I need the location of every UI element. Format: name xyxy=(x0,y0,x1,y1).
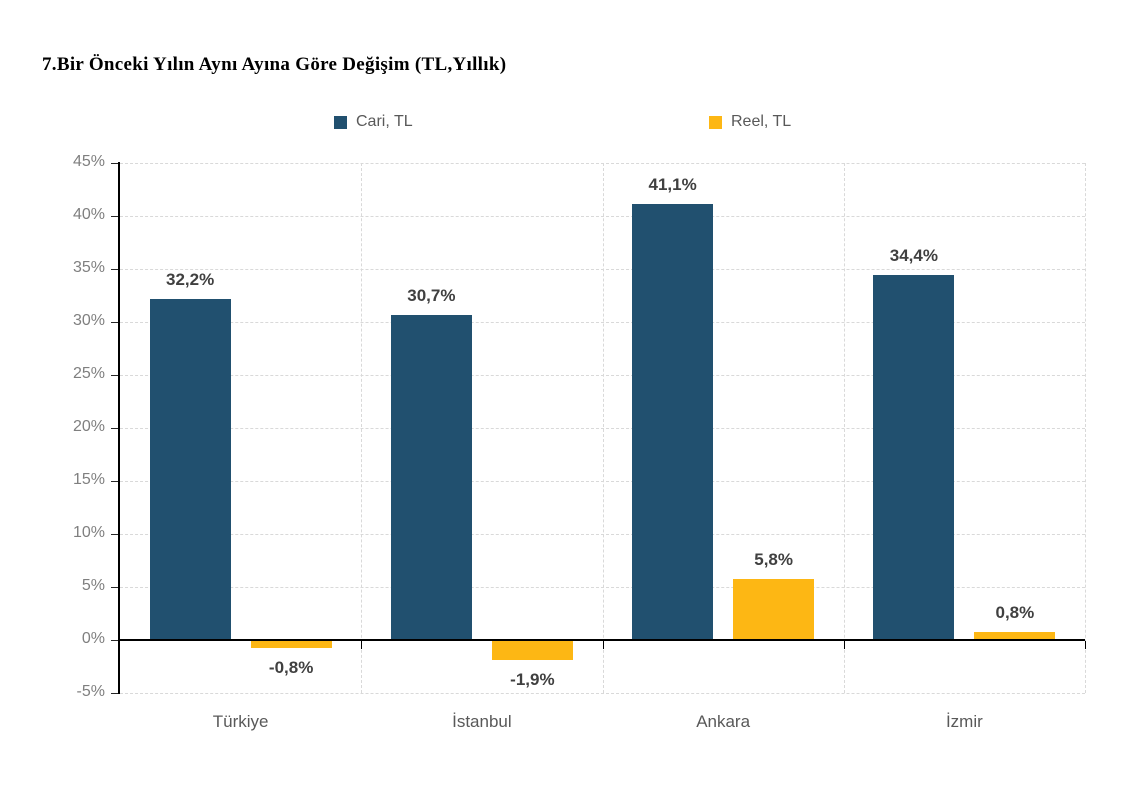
zero-axis-line xyxy=(120,639,1085,641)
y-tick-label: 35% xyxy=(72,259,105,276)
bar-reel xyxy=(250,640,332,649)
bar-value-label: -1,9% xyxy=(510,670,555,690)
bar-value-label: 30,7% xyxy=(407,285,456,305)
y-axis-tick xyxy=(111,322,120,323)
zero-axis-tick xyxy=(602,641,604,649)
y-axis-tick xyxy=(111,375,120,376)
bar-value-label: 5,8% xyxy=(754,549,793,569)
y-axis-tick xyxy=(111,269,120,270)
legend-swatch-reel-icon xyxy=(709,115,722,129)
bar-reel xyxy=(491,640,573,661)
gridline-horizontal xyxy=(120,693,1085,694)
bar-cari xyxy=(632,204,714,640)
y-axis-tick xyxy=(111,163,120,164)
y-axis-tick xyxy=(111,640,120,641)
category-label: Türkiye xyxy=(212,712,269,731)
category-label: İzmir xyxy=(945,712,983,731)
gridline-horizontal xyxy=(120,481,1085,482)
gridline-horizontal xyxy=(120,534,1085,535)
y-axis-tick xyxy=(111,481,120,482)
legend-item-reel: Reel, TL xyxy=(709,110,791,134)
bar-reel xyxy=(733,578,815,640)
y-axis-tick xyxy=(111,216,120,217)
bar-cari xyxy=(390,314,472,640)
bar-cari xyxy=(149,298,231,640)
y-tick-label: 25% xyxy=(72,365,105,382)
y-axis-tick xyxy=(111,693,120,694)
bar-cari xyxy=(873,275,955,640)
bar-value-label: 32,2% xyxy=(166,269,215,289)
legend-swatch-cari-icon xyxy=(334,115,347,129)
bar-reel xyxy=(974,631,1056,640)
bar-value-label: 41,1% xyxy=(648,175,697,195)
legend: Cari, TL Reel, TL xyxy=(0,110,1123,134)
y-tick-label: 40% xyxy=(72,206,105,223)
category-label: Ankara xyxy=(696,712,751,731)
y-tick-label: -5% xyxy=(76,683,105,700)
zero-axis-tick xyxy=(361,641,363,649)
zero-axis-tick xyxy=(1085,641,1086,649)
legend-item-cari: Cari, TL xyxy=(334,110,413,134)
gridline-horizontal xyxy=(120,322,1085,323)
y-axis-tick xyxy=(111,428,120,429)
gridline-horizontal xyxy=(120,163,1085,164)
legend-label-cari: Cari, TL xyxy=(356,113,413,130)
y-tick-label: 20% xyxy=(72,418,105,435)
gridline-horizontal xyxy=(120,216,1085,217)
category-label: İstanbul xyxy=(452,712,512,731)
gridline-vertical xyxy=(1085,163,1086,693)
y-tick-label: 10% xyxy=(72,524,105,541)
gridline-horizontal xyxy=(120,375,1085,376)
y-tick-label: 15% xyxy=(72,471,105,488)
gridline-horizontal xyxy=(120,269,1085,270)
y-axis-line xyxy=(118,162,120,694)
legend-label-reel: Reel, TL xyxy=(731,113,792,130)
y-axis-tick xyxy=(111,587,120,588)
gridline-horizontal xyxy=(120,587,1085,588)
y-tick-label: 0% xyxy=(81,630,105,647)
y-tick-label: 5% xyxy=(81,577,105,594)
zero-axis-tick xyxy=(843,641,845,649)
bar-value-label: 34,4% xyxy=(889,246,938,266)
bar-value-label: -0,8% xyxy=(268,658,314,678)
y-tick-label: 45% xyxy=(72,153,105,170)
chart-title: 7.Bir Önceki Yılın Aynı Ayına Göre Değiş… xyxy=(42,54,507,75)
gridline-horizontal xyxy=(120,428,1085,429)
y-tick-label: 30% xyxy=(72,312,105,329)
y-axis-tick xyxy=(111,534,120,535)
bar-value-label: 0,8% xyxy=(995,602,1035,622)
